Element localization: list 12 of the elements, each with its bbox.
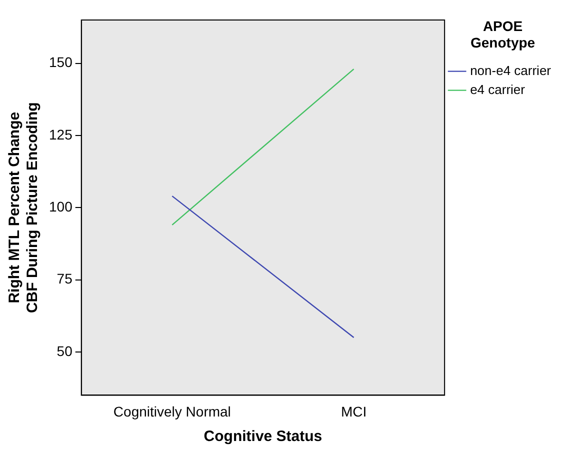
legend-label: non-e4 carrier [470,62,552,78]
y-tick-label: 75 [56,270,73,287]
y-tick-label: 125 [49,126,73,142]
y-tick-label: 150 [49,54,73,70]
x-tick-label: Cognitively Normal [113,403,231,420]
y-tick-label: 100 [49,198,73,214]
legend-label: e4 carrier [470,82,526,97]
y-tick-label: 50 [56,342,73,359]
x-axis-title: Cognitive Status [204,428,322,446]
legend-title: APOE Genotype [470,18,536,51]
x-tick-label: MCI [340,403,367,420]
y-axis-title: Right MTL Percent Change CBF During Picture Encoding [6,102,42,314]
